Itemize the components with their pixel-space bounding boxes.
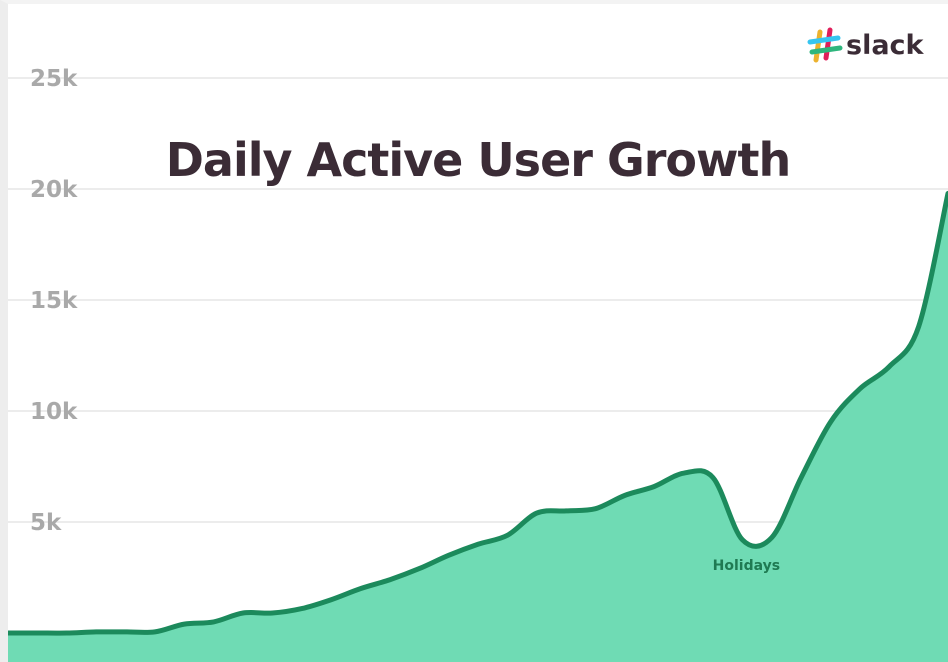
- slack-logo: slack: [807, 27, 925, 63]
- series-area: [8, 193, 948, 662]
- slack-hash-stroke: [807, 35, 841, 45]
- y-tick-label: 5k: [30, 510, 62, 536]
- slack-hash-icon: [807, 27, 843, 63]
- slack-logo-text: slack: [846, 30, 925, 61]
- slack-hash-stroke: [823, 27, 833, 61]
- annotations: Holidays: [713, 558, 780, 574]
- annotation-holidays: Holidays: [713, 558, 780, 574]
- y-tick-label: 15k: [30, 288, 78, 314]
- y-axis-ticks: 5k 10k 15k 20k 25k: [30, 66, 78, 536]
- slack-hash-stroke: [809, 45, 843, 55]
- y-tick-label: 20k: [30, 177, 78, 203]
- slack-hash-stroke: [813, 29, 823, 63]
- series-layer: [8, 190, 948, 662]
- y-tick-label: 25k: [30, 66, 78, 92]
- y-tick-label: 10k: [30, 399, 78, 425]
- series-line: [8, 190, 948, 636]
- chart-title: Daily Active User Growth: [166, 133, 791, 187]
